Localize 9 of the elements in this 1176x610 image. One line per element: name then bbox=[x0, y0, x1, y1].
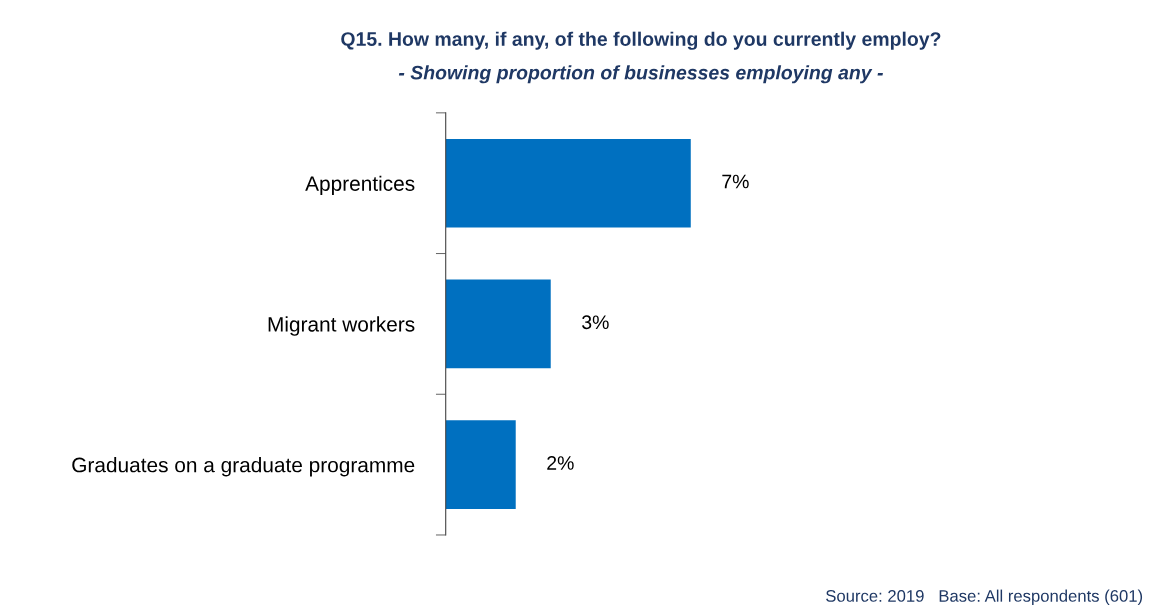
source-note: Source: 2019 Base: All respondents (601) bbox=[826, 589, 1143, 606]
chart-title: Q15. How many, if any, of the following do you currently employ? bbox=[341, 31, 941, 50]
chart-subtitle: - Showing proportion of businesses employing any - bbox=[398, 65, 883, 84]
data-label: 3% bbox=[582, 315, 609, 330]
data-label: 7% bbox=[722, 174, 749, 189]
data-label: 2% bbox=[547, 456, 574, 470]
y-tick-label: Apprentices bbox=[305, 175, 415, 196]
y-tick-label: Migrant workers bbox=[268, 316, 415, 336]
y-tick-label: Graduates on a graduate programme bbox=[72, 457, 415, 477]
